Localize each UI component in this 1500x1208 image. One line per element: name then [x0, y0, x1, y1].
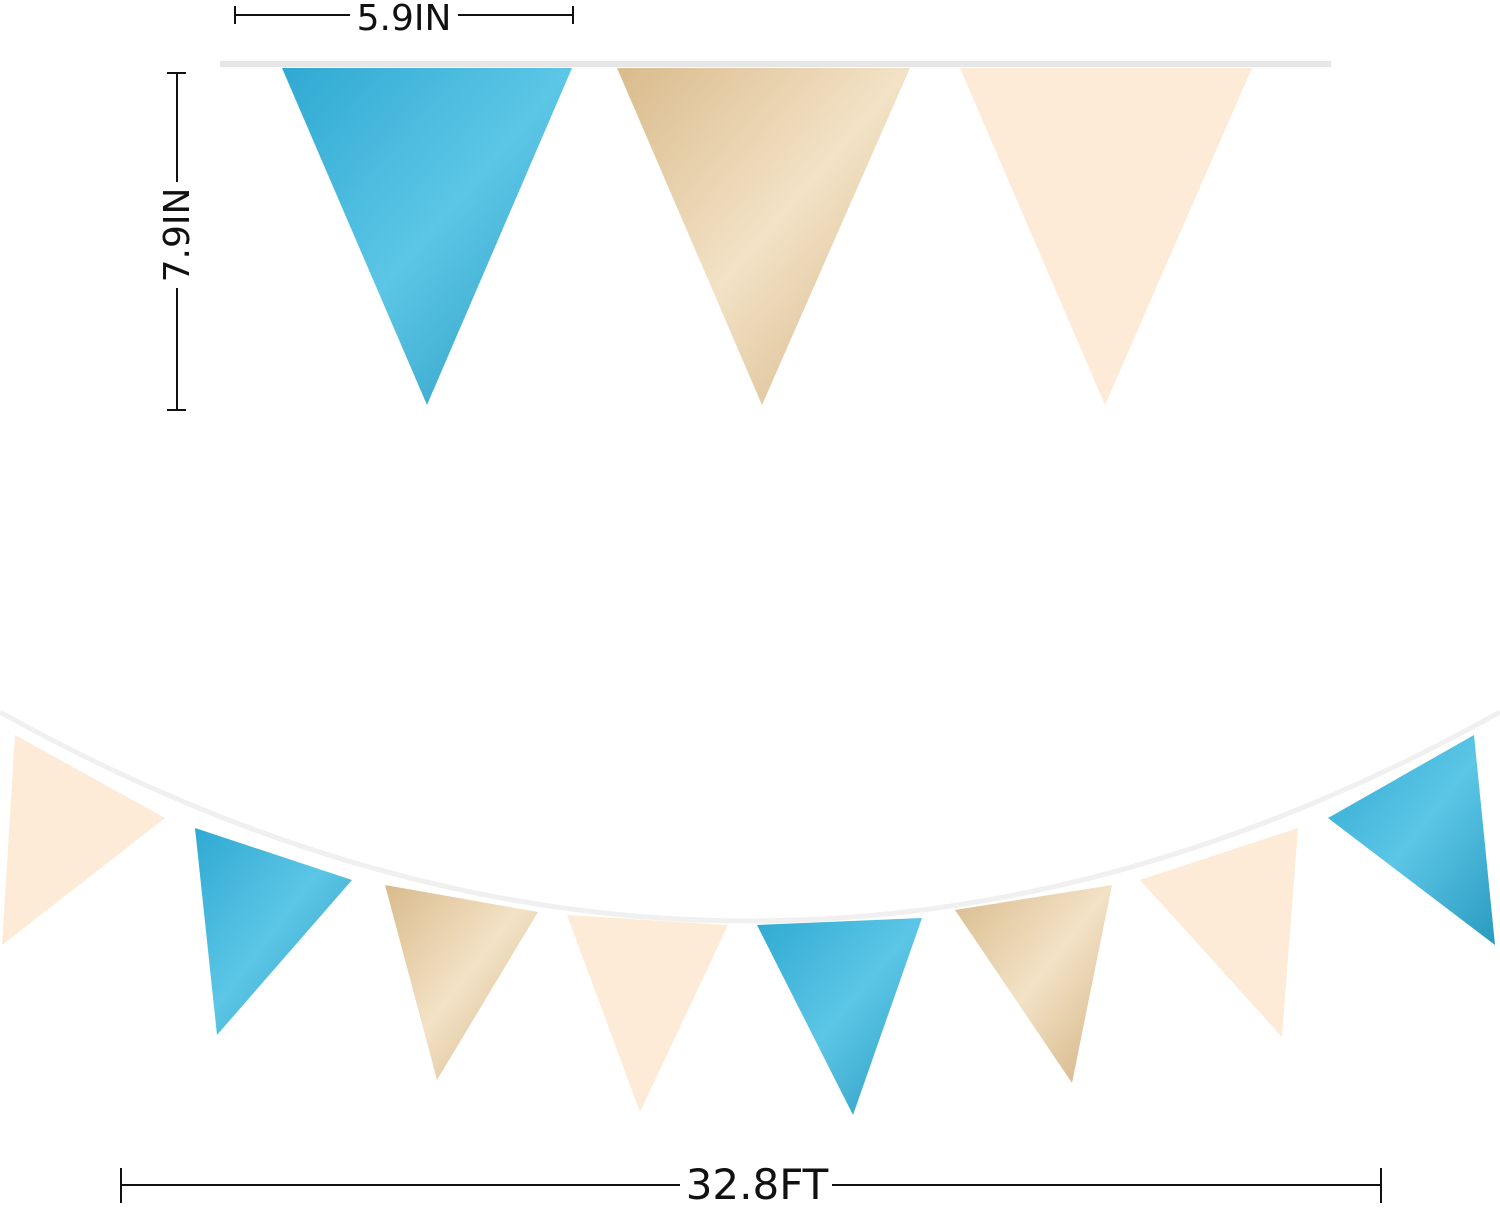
top-string	[220, 61, 1331, 67]
flag-width-dimension	[234, 6, 574, 24]
cream-pennant-flag	[960, 68, 1252, 405]
gold-pennant-flag	[385, 885, 538, 1080]
blue-pennant-flag	[757, 918, 922, 1115]
cream-pennant-flag	[1140, 828, 1298, 1037]
flag-width-label: 5.9IN	[357, 0, 452, 39]
total-length-dimension	[120, 1168, 1382, 1203]
gold-pennant-flag	[955, 885, 1112, 1083]
cream-pennant-flag	[567, 915, 728, 1112]
flag-height-label: 7.9IN	[157, 188, 198, 283]
blue-pennant-flag	[282, 68, 572, 405]
gold-pennant-flag	[617, 68, 910, 405]
bottom-string	[0, 709, 1500, 924]
total-length-label: 32.8FT	[686, 1160, 829, 1208]
blue-pennant-flag	[1328, 735, 1495, 945]
blue-pennant-flag	[195, 828, 352, 1035]
flag-height-dimension	[167, 72, 186, 411]
cream-pennant-flag	[2, 735, 165, 945]
